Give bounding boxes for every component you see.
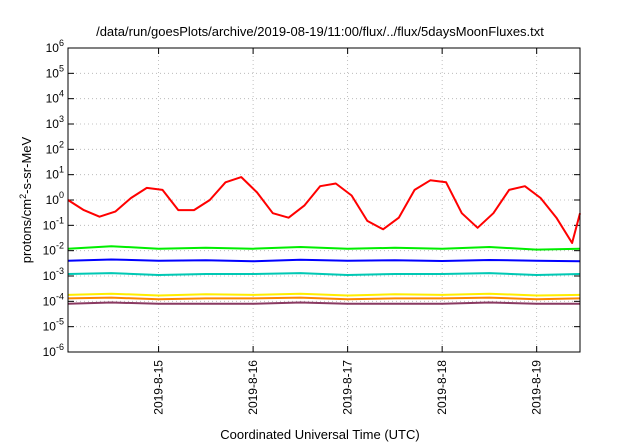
y-tick-label: 106 — [46, 38, 64, 55]
y-tick-label: 104 — [46, 89, 64, 106]
y-tick-label: 101 — [46, 165, 64, 182]
series-line-2 — [67, 245, 581, 251]
series-line-6 — [67, 296, 581, 301]
plot-frame — [67, 47, 581, 353]
y-tick-label: 10-4 — [43, 291, 64, 308]
y-tick-label: 105 — [46, 63, 64, 80]
chart-title: /data/run/goesPlots/archive/2019-08-19/1… — [96, 24, 544, 39]
y-tick-label: 10-6 — [43, 342, 64, 359]
series-line-5 — [67, 292, 581, 297]
y-tick-label: 10-2 — [43, 241, 64, 258]
x-tick-label: 2019-8-16 — [246, 360, 260, 415]
x-axis-label: Coordinated Universal Time (UTC) — [220, 427, 420, 442]
series-line-4 — [67, 272, 581, 276]
x-tick-label: 2019-8-17 — [341, 360, 355, 415]
series-line-3 — [67, 258, 581, 263]
series-line-7 — [67, 301, 580, 305]
y-tick-label: 10-1 — [43, 215, 64, 232]
y-tick-label: 103 — [46, 114, 64, 131]
y-tick-label: 102 — [46, 139, 64, 156]
y-tick-label: 10-3 — [43, 266, 64, 283]
x-tick-label: 2019-8-18 — [435, 360, 449, 415]
series-line-1 — [67, 176, 581, 244]
x-tick-label: 2019-8-19 — [530, 360, 544, 415]
y-tick-label: 100 — [46, 190, 64, 207]
x-tick-label: 2019-8-15 — [152, 360, 166, 415]
y-tick-label: 10-5 — [43, 317, 64, 334]
